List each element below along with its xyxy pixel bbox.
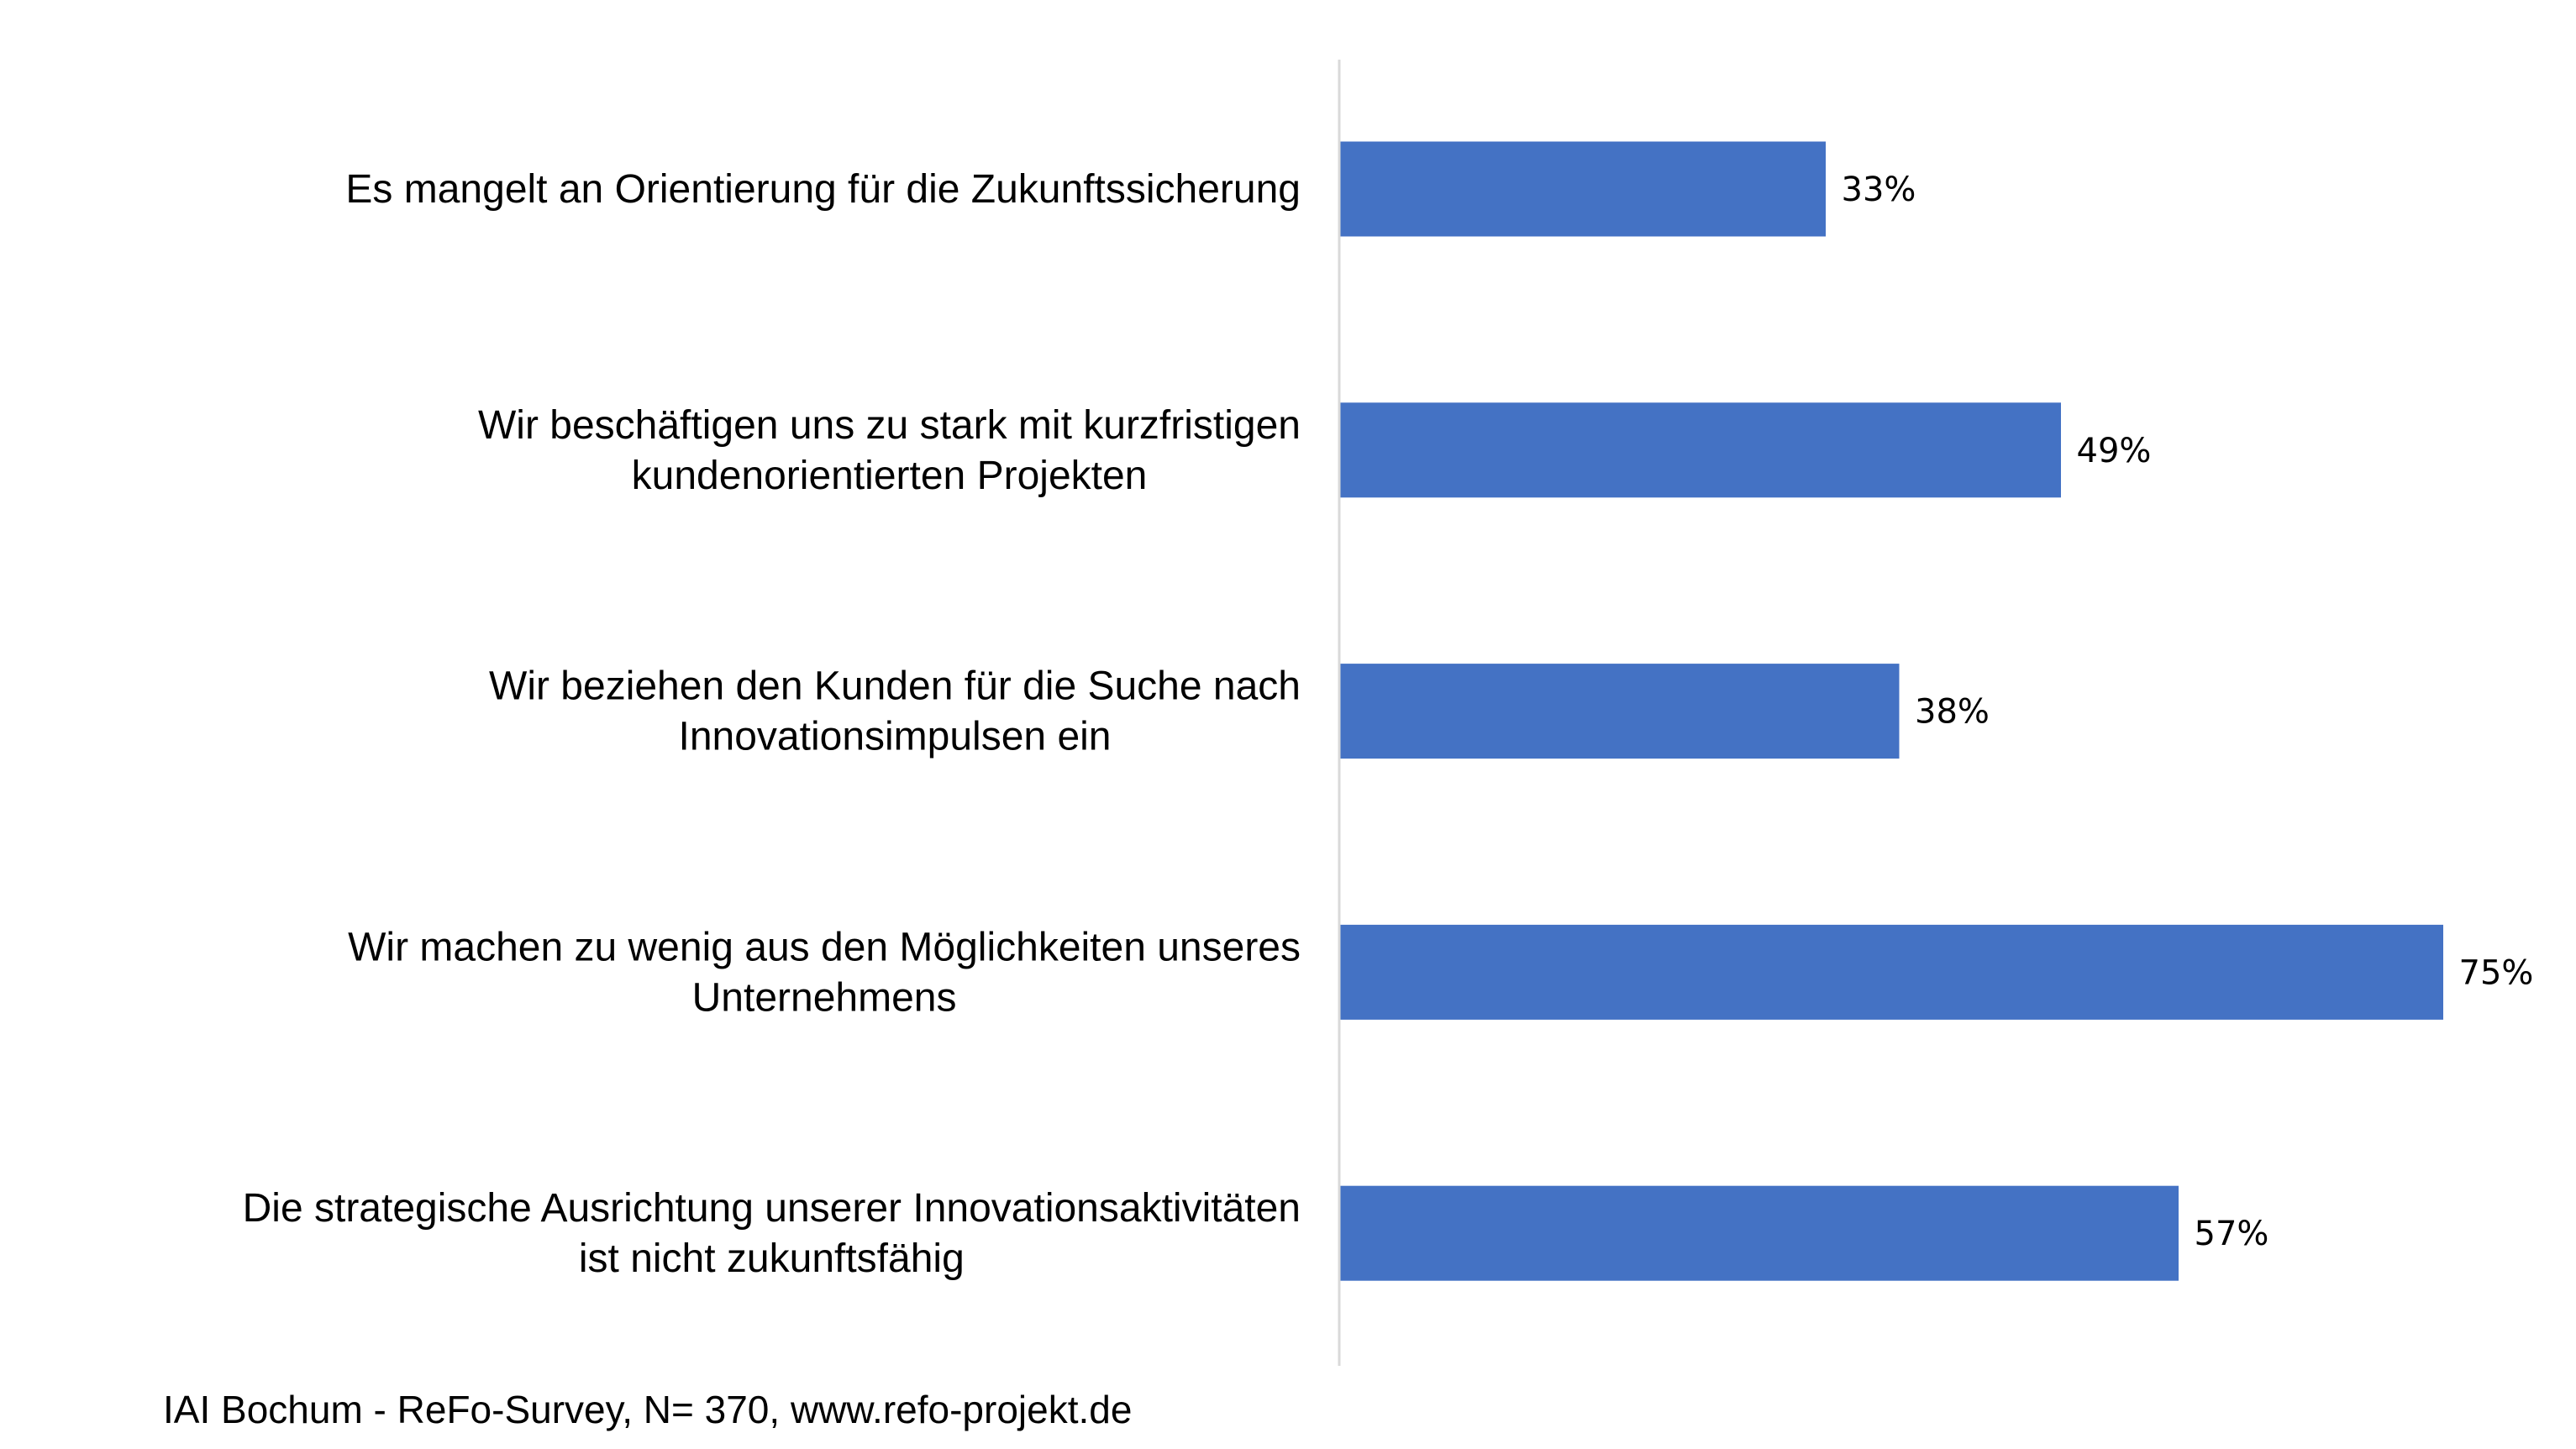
category-label: ist nicht zukunftsfähig bbox=[579, 1236, 965, 1281]
bar bbox=[1340, 141, 1826, 237]
data-label: 75% bbox=[2459, 953, 2534, 992]
bar bbox=[1340, 402, 2061, 498]
data-label: 57% bbox=[2195, 1215, 2269, 1253]
footer-source: IAI Bochum - ReFo-Survey, N= 370, www.re… bbox=[163, 1388, 1132, 1431]
data-label: 49% bbox=[2077, 432, 2152, 470]
category-label: kundenorientierten Projekten bbox=[632, 454, 1148, 498]
bar bbox=[1340, 664, 1900, 759]
category-label: Wir beziehen den Kunden für die Suche na… bbox=[489, 664, 1301, 709]
category-label: Wir beschäftigen uns zu stark mit kurzfr… bbox=[478, 403, 1301, 448]
category-label: Es mangelt an Orientierung für die Zukun… bbox=[345, 167, 1301, 212]
bar bbox=[1340, 924, 2443, 1020]
category-label: Innovationsimpulsen ein bbox=[679, 715, 1112, 759]
category-label: Wir machen zu wenig aus den Möglichkeite… bbox=[348, 925, 1301, 969]
category-label: Die strategische Ausrichtung unserer Inn… bbox=[243, 1186, 1301, 1231]
data-label: 38% bbox=[1915, 693, 1990, 732]
bar bbox=[1340, 1185, 2179, 1281]
category-label: Unternehmens bbox=[692, 975, 957, 1020]
data-label: 33% bbox=[1842, 171, 1916, 209]
